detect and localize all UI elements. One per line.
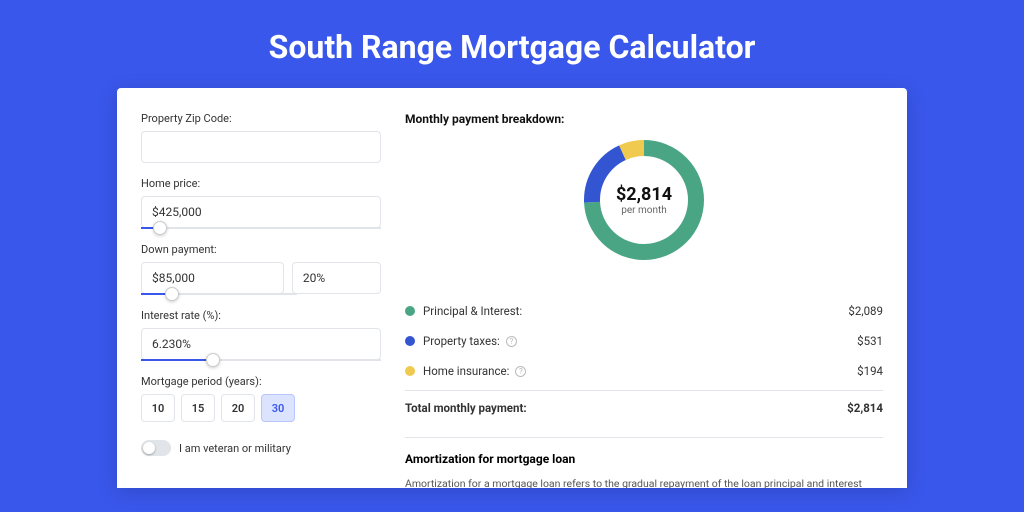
down-payment-slider[interactable] [141, 293, 297, 295]
zip-field: Property Zip Code: [141, 112, 381, 163]
down-payment-percent-input[interactable] [292, 262, 381, 294]
amortization-title: Amortization for mortgage loan [405, 452, 883, 466]
amortization-section: Amortization for mortgage loan Amortizat… [405, 437, 883, 488]
amortization-body: Amortization for a mortgage loan refers … [405, 476, 883, 488]
home-price-field: Home price: [141, 177, 381, 229]
breakdown-label-text: Principal & Interest: [423, 304, 522, 318]
home-price-slider-thumb[interactable] [153, 221, 167, 235]
interest-rate-slider-thumb[interactable] [206, 353, 220, 367]
breakdown-label-text: Property taxes: [423, 334, 500, 348]
legend-dot [405, 366, 415, 376]
interest-rate-input[interactable] [141, 328, 381, 360]
breakdown-label-text: Home insurance: [423, 364, 509, 378]
down-payment-slider-thumb[interactable] [165, 287, 179, 301]
interest-rate-label: Interest rate (%): [141, 309, 381, 322]
donut-center-value: $2,814 [616, 184, 672, 205]
help-icon[interactable]: ? [515, 366, 526, 377]
breakdown-title: Monthly payment breakdown: [405, 112, 883, 126]
veteran-row: I am veteran or military [141, 440, 381, 456]
home-price-slider[interactable] [141, 227, 381, 229]
period-field: Mortgage period (years): 10152030 [141, 375, 381, 422]
inputs-column: Property Zip Code: Home price: Down paym… [141, 112, 381, 488]
breakdown-column: Monthly payment breakdown: $2,814 per mo… [405, 112, 883, 488]
legend-dot [405, 306, 415, 316]
breakdown-value: $2,089 [848, 304, 883, 318]
calculator-card: Property Zip Code: Home price: Down paym… [117, 88, 907, 488]
help-icon[interactable]: ? [506, 336, 517, 347]
period-option-30[interactable]: 30 [261, 394, 295, 422]
period-options: 10152030 [141, 394, 381, 422]
donut-center-sub: per month [621, 205, 667, 216]
breakdown-label: Home insurance:? [405, 364, 526, 378]
period-option-15[interactable]: 15 [181, 394, 215, 422]
home-price-label: Home price: [141, 177, 381, 190]
breakdown-row: Home insurance:? $194 [405, 356, 883, 386]
zip-input[interactable] [141, 131, 381, 163]
interest-rate-slider-fill [141, 359, 213, 361]
period-label: Mortgage period (years): [141, 375, 381, 388]
breakdown-value: $194 [857, 364, 883, 378]
down-payment-amount-input[interactable] [141, 262, 284, 294]
interest-rate-field: Interest rate (%): [141, 309, 381, 361]
home-price-input[interactable] [141, 196, 381, 228]
interest-rate-slider[interactable] [141, 359, 381, 361]
down-payment-label: Down payment: [141, 243, 381, 256]
legend-dot [405, 336, 415, 346]
breakdown-row: Principal & Interest: $2,089 [405, 296, 883, 326]
payment-donut-chart: $2,814 per month [584, 140, 704, 260]
total-value: $2,814 [847, 401, 883, 415]
breakdown-row: Property taxes:? $531 [405, 326, 883, 356]
period-option-10[interactable]: 10 [141, 394, 175, 422]
veteran-toggle[interactable] [141, 440, 171, 456]
down-payment-field: Down payment: [141, 243, 381, 295]
veteran-toggle-knob [143, 442, 155, 454]
zip-label: Property Zip Code: [141, 112, 381, 125]
veteran-label: I am veteran or military [179, 442, 291, 455]
total-label: Total monthly payment: [405, 401, 527, 415]
breakdown-rows: Principal & Interest: $2,089 Property taxe… [405, 296, 883, 386]
period-option-20[interactable]: 20 [221, 394, 255, 422]
breakdown-value: $531 [857, 334, 883, 348]
breakdown-label: Property taxes:? [405, 334, 517, 348]
breakdown-label: Principal & Interest: [405, 304, 522, 318]
total-row: Total monthly payment: $2,814 [405, 390, 883, 423]
page-title: South Range Mortgage Calculator [0, 0, 1024, 88]
donut-center: $2,814 per month [584, 140, 704, 260]
donut-wrap: $2,814 per month [405, 140, 883, 260]
